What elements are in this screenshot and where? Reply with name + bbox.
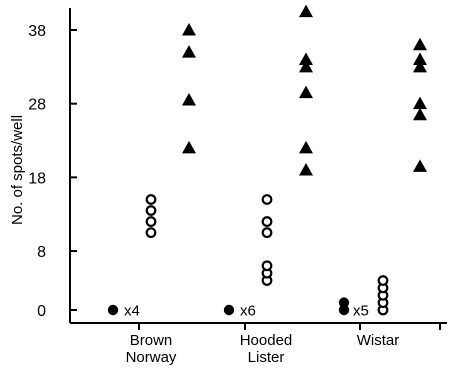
y-tick-label: 8 xyxy=(37,244,46,261)
open-circle-point xyxy=(145,205,157,216)
y-tick-label: 38 xyxy=(28,23,46,40)
open-circle-point xyxy=(145,227,157,239)
triangle-point xyxy=(299,4,313,18)
x-tick-label: Wistar xyxy=(357,332,400,349)
triangle-point xyxy=(413,52,427,65)
triangle-point xyxy=(182,23,196,36)
filled-circle-point xyxy=(338,297,350,308)
x-tick-label: Lister xyxy=(248,349,285,366)
axes: 0 8 18 28 38 xyxy=(28,8,447,330)
y-tick-label: 18 xyxy=(28,170,46,187)
triangle-point xyxy=(413,159,427,172)
triangle-point xyxy=(299,52,313,65)
multiplier-label: x5 xyxy=(353,303,369,320)
filled-circle-point xyxy=(223,304,235,316)
multiplier-label: x4 xyxy=(124,303,140,320)
x-tick-label: Norway xyxy=(126,349,177,366)
triangle-point xyxy=(299,140,313,154)
triangle-point xyxy=(182,93,196,106)
open-circle-point xyxy=(145,194,157,205)
open-circle-point xyxy=(261,194,273,205)
multiplier-label: x6 xyxy=(240,303,256,320)
triangle-point xyxy=(299,85,313,99)
filled-circle-point xyxy=(107,304,119,316)
open-circle-point xyxy=(261,216,273,227)
open-circle-point xyxy=(145,216,157,227)
triangle-point xyxy=(413,59,427,73)
x-tick-label: Brown xyxy=(130,332,173,349)
y-axis-title: No. of spots/well xyxy=(9,115,26,225)
open-circle-point xyxy=(377,275,389,286)
triangle-point xyxy=(299,163,313,176)
x-tick-label: Hooded xyxy=(240,332,293,349)
triangle-point xyxy=(182,45,196,58)
open-circle-point xyxy=(261,227,273,239)
open-circle-point xyxy=(261,260,273,272)
triangle-point xyxy=(413,96,427,110)
filled-circle-point xyxy=(338,304,350,316)
triangle-point xyxy=(413,37,427,51)
triangle-point xyxy=(299,59,313,73)
data-marks: x4 x6 x5 xyxy=(107,4,427,320)
triangle-point xyxy=(182,140,196,154)
y-tick-label: 28 xyxy=(28,97,46,114)
triangle-point xyxy=(413,107,427,121)
y-tick-label: 0 xyxy=(37,303,46,320)
